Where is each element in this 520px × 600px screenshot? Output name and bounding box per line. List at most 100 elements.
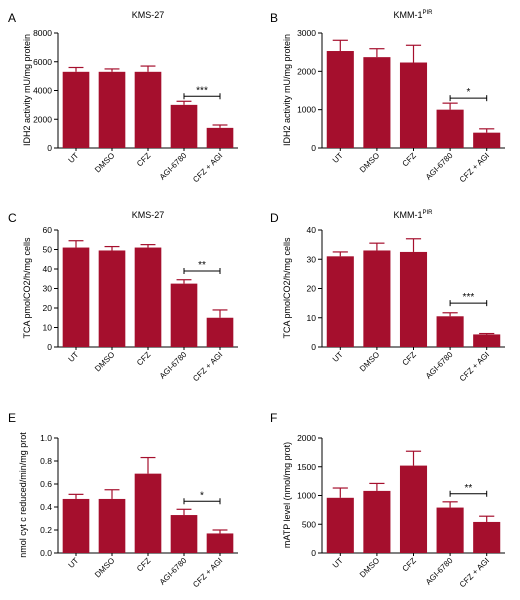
bar-agi-6780 bbox=[436, 507, 464, 553]
panel-label: D bbox=[270, 211, 279, 225]
y-tick-label: 20 bbox=[307, 284, 317, 294]
x-tick-label: CFZ + AGI bbox=[458, 151, 491, 184]
y-tick-label: 30 bbox=[43, 284, 53, 294]
x-tick-label: CFZ + AGI bbox=[458, 556, 491, 589]
x-tick-label: AGI-6780 bbox=[424, 151, 455, 182]
x-tick-label: CFZ bbox=[135, 350, 152, 367]
y-tick-label: 50 bbox=[43, 245, 53, 255]
y-tick-label: 6000 bbox=[33, 57, 52, 67]
y-tick-label: 10 bbox=[307, 313, 317, 323]
x-tick-label: AGI-6780 bbox=[158, 556, 189, 587]
y-tick-label: 500 bbox=[302, 519, 316, 529]
significance-label: *** bbox=[196, 85, 208, 96]
significance-label: ** bbox=[465, 483, 473, 494]
bar-agi-6780 bbox=[170, 104, 198, 148]
panel-label: E bbox=[8, 411, 16, 425]
y-tick-label: 40 bbox=[307, 225, 317, 235]
bar-cfz bbox=[134, 71, 162, 148]
panel-a: A KMS-27 IDH2 activity mU/mg protein 0 2000 4… bbox=[8, 10, 238, 184]
x-tick-label: AGI-6780 bbox=[158, 350, 189, 381]
y-tick-label: 0.8 bbox=[40, 456, 52, 466]
x-tick-label: CFZ bbox=[401, 556, 418, 573]
x-tick-label: CFZ + AGI bbox=[191, 350, 224, 383]
bar-ut bbox=[62, 247, 90, 347]
y-tick-label: 2000 bbox=[297, 433, 316, 443]
bar-agi-6780 bbox=[170, 515, 198, 553]
y-tick-label: 0.2 bbox=[40, 525, 52, 535]
y-tick-label: 1000 bbox=[297, 105, 316, 115]
chart-title: KMM-1PIR bbox=[393, 210, 433, 220]
x-tick-label: AGI-6780 bbox=[424, 350, 455, 381]
bar-cfz-agi bbox=[473, 334, 501, 347]
bar-dmso bbox=[98, 250, 126, 347]
y-axis-label: nmol cyt c reduced/min/mg prot bbox=[18, 432, 28, 558]
y-tick-label: 0 bbox=[311, 548, 316, 558]
x-tick-label: UT bbox=[67, 350, 81, 364]
panel-label: C bbox=[8, 211, 17, 225]
bar-ut bbox=[326, 256, 354, 347]
x-tick-label: UT bbox=[67, 556, 81, 570]
x-tick-label: DMSO bbox=[93, 151, 116, 174]
bar-cfz-agi bbox=[473, 521, 501, 553]
x-tick-label: CFZ bbox=[401, 151, 418, 168]
panel-label: F bbox=[270, 411, 277, 425]
chart-title: KMS-27 bbox=[132, 10, 165, 20]
panel-b: B KMM-1PIR IDH2 activity mU/mg protein 0 100… bbox=[270, 10, 505, 184]
chart-title: KMS-27 bbox=[132, 210, 165, 220]
y-tick-label: 2000 bbox=[297, 66, 316, 76]
bar-agi-6780 bbox=[170, 283, 198, 347]
bar-dmso bbox=[363, 490, 391, 553]
y-tick-label: 1.0 bbox=[40, 433, 52, 443]
bar-agi-6780 bbox=[436, 109, 464, 148]
y-axis-label: TCA pmolCO2/h/mg cells bbox=[282, 237, 292, 339]
x-tick-label: UT bbox=[331, 556, 345, 570]
bar-cfz-agi bbox=[473, 132, 501, 148]
y-tick-label: 20 bbox=[43, 303, 53, 313]
y-tick-label: 60 bbox=[43, 225, 53, 235]
bar-ut bbox=[326, 497, 354, 553]
x-tick-label: UT bbox=[331, 350, 345, 364]
y-tick-label: 4000 bbox=[33, 86, 52, 96]
y-tick-label: 0.6 bbox=[40, 479, 52, 489]
bar-ut bbox=[62, 71, 90, 148]
x-tick-label: DMSO bbox=[358, 556, 381, 579]
significance-label: *** bbox=[463, 292, 475, 303]
y-tick-label: 2000 bbox=[33, 114, 52, 124]
x-tick-label: AGI-6780 bbox=[158, 151, 189, 182]
y-tick-label: 1500 bbox=[297, 462, 316, 472]
bar-ut bbox=[326, 51, 354, 149]
x-tick-label: CFZ + AGI bbox=[191, 151, 224, 184]
x-tick-label: CFZ bbox=[135, 556, 152, 573]
y-tick-label: 0 bbox=[47, 143, 52, 153]
significance-label: * bbox=[466, 87, 470, 98]
x-tick-label: CFZ bbox=[135, 151, 152, 168]
y-tick-label: 0.0 bbox=[40, 548, 52, 558]
y-tick-label: 8000 bbox=[33, 28, 52, 38]
bar-ut bbox=[62, 498, 90, 553]
y-axis-label: IDH2 activity mU/mg protein bbox=[22, 34, 32, 146]
x-tick-label: DMSO bbox=[93, 350, 116, 373]
bar-cfz-agi bbox=[206, 533, 234, 553]
bar-cfz-agi bbox=[206, 127, 234, 148]
bar-cfz-agi bbox=[206, 317, 234, 347]
y-tick-label: 1000 bbox=[297, 491, 316, 501]
x-tick-label: AGI-6780 bbox=[424, 556, 455, 587]
bar-dmso bbox=[98, 71, 126, 148]
y-axis-label: mATP level (nmol/mg prot) bbox=[282, 442, 292, 548]
y-tick-label: 30 bbox=[307, 254, 317, 264]
bar-cfz bbox=[134, 247, 162, 347]
x-tick-label: UT bbox=[67, 151, 81, 165]
y-tick-label: 10 bbox=[43, 323, 53, 333]
panel-label: A bbox=[8, 11, 16, 25]
y-tick-label: 0 bbox=[47, 342, 52, 352]
y-tick-label: 3000 bbox=[297, 28, 316, 38]
x-tick-label: CFZ bbox=[401, 350, 418, 367]
bar-dmso bbox=[98, 498, 126, 553]
panel-d: D KMM-1PIR TCA pmolCO2/h/mg cells 0 10 20 30 40… bbox=[270, 210, 505, 383]
y-tick-label: 0 bbox=[311, 342, 316, 352]
x-tick-label: CFZ + AGI bbox=[458, 350, 491, 383]
chart-title-superscript: PIR bbox=[422, 10, 433, 16]
chart-title-superscript: PIR bbox=[422, 210, 433, 216]
panel-label: B bbox=[270, 11, 278, 25]
